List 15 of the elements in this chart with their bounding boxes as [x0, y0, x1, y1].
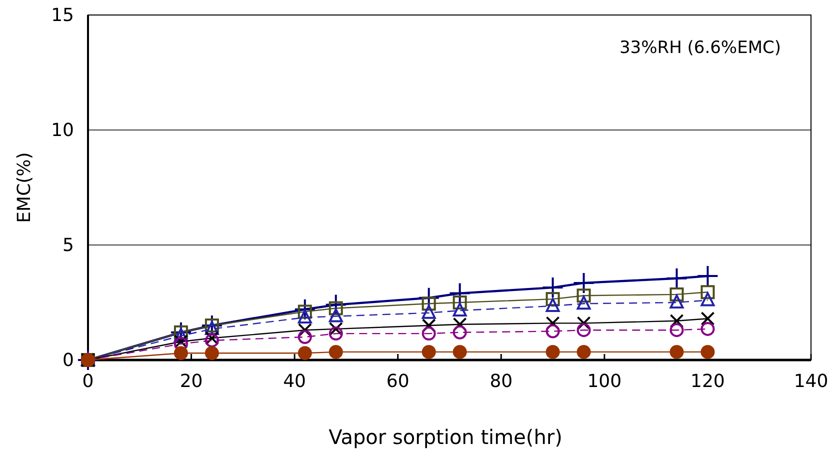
x-tick-label: 0 [82, 371, 94, 392]
y-tick-label: 5 [62, 235, 74, 256]
x-tick-label: 140 [794, 371, 828, 392]
y-tick-label: 15 [51, 5, 74, 26]
x-tick-label: 40 [283, 371, 306, 392]
x-tick-label: 60 [386, 371, 410, 392]
y-tick-label: 0 [62, 350, 74, 371]
x-tick-label: 20 [180, 371, 203, 392]
x-tick-label: 100 [587, 371, 622, 392]
x-tick-label: 80 [490, 371, 513, 392]
x-tick-label: 120 [690, 371, 725, 392]
x-axis-title: Vapor sorption time(hr) [328, 425, 562, 449]
y-axis-title: EMC(%) [14, 152, 35, 223]
y-tick-label: 10 [51, 120, 74, 141]
annotation: 33%RH (6.6%EMC) [619, 38, 781, 58]
